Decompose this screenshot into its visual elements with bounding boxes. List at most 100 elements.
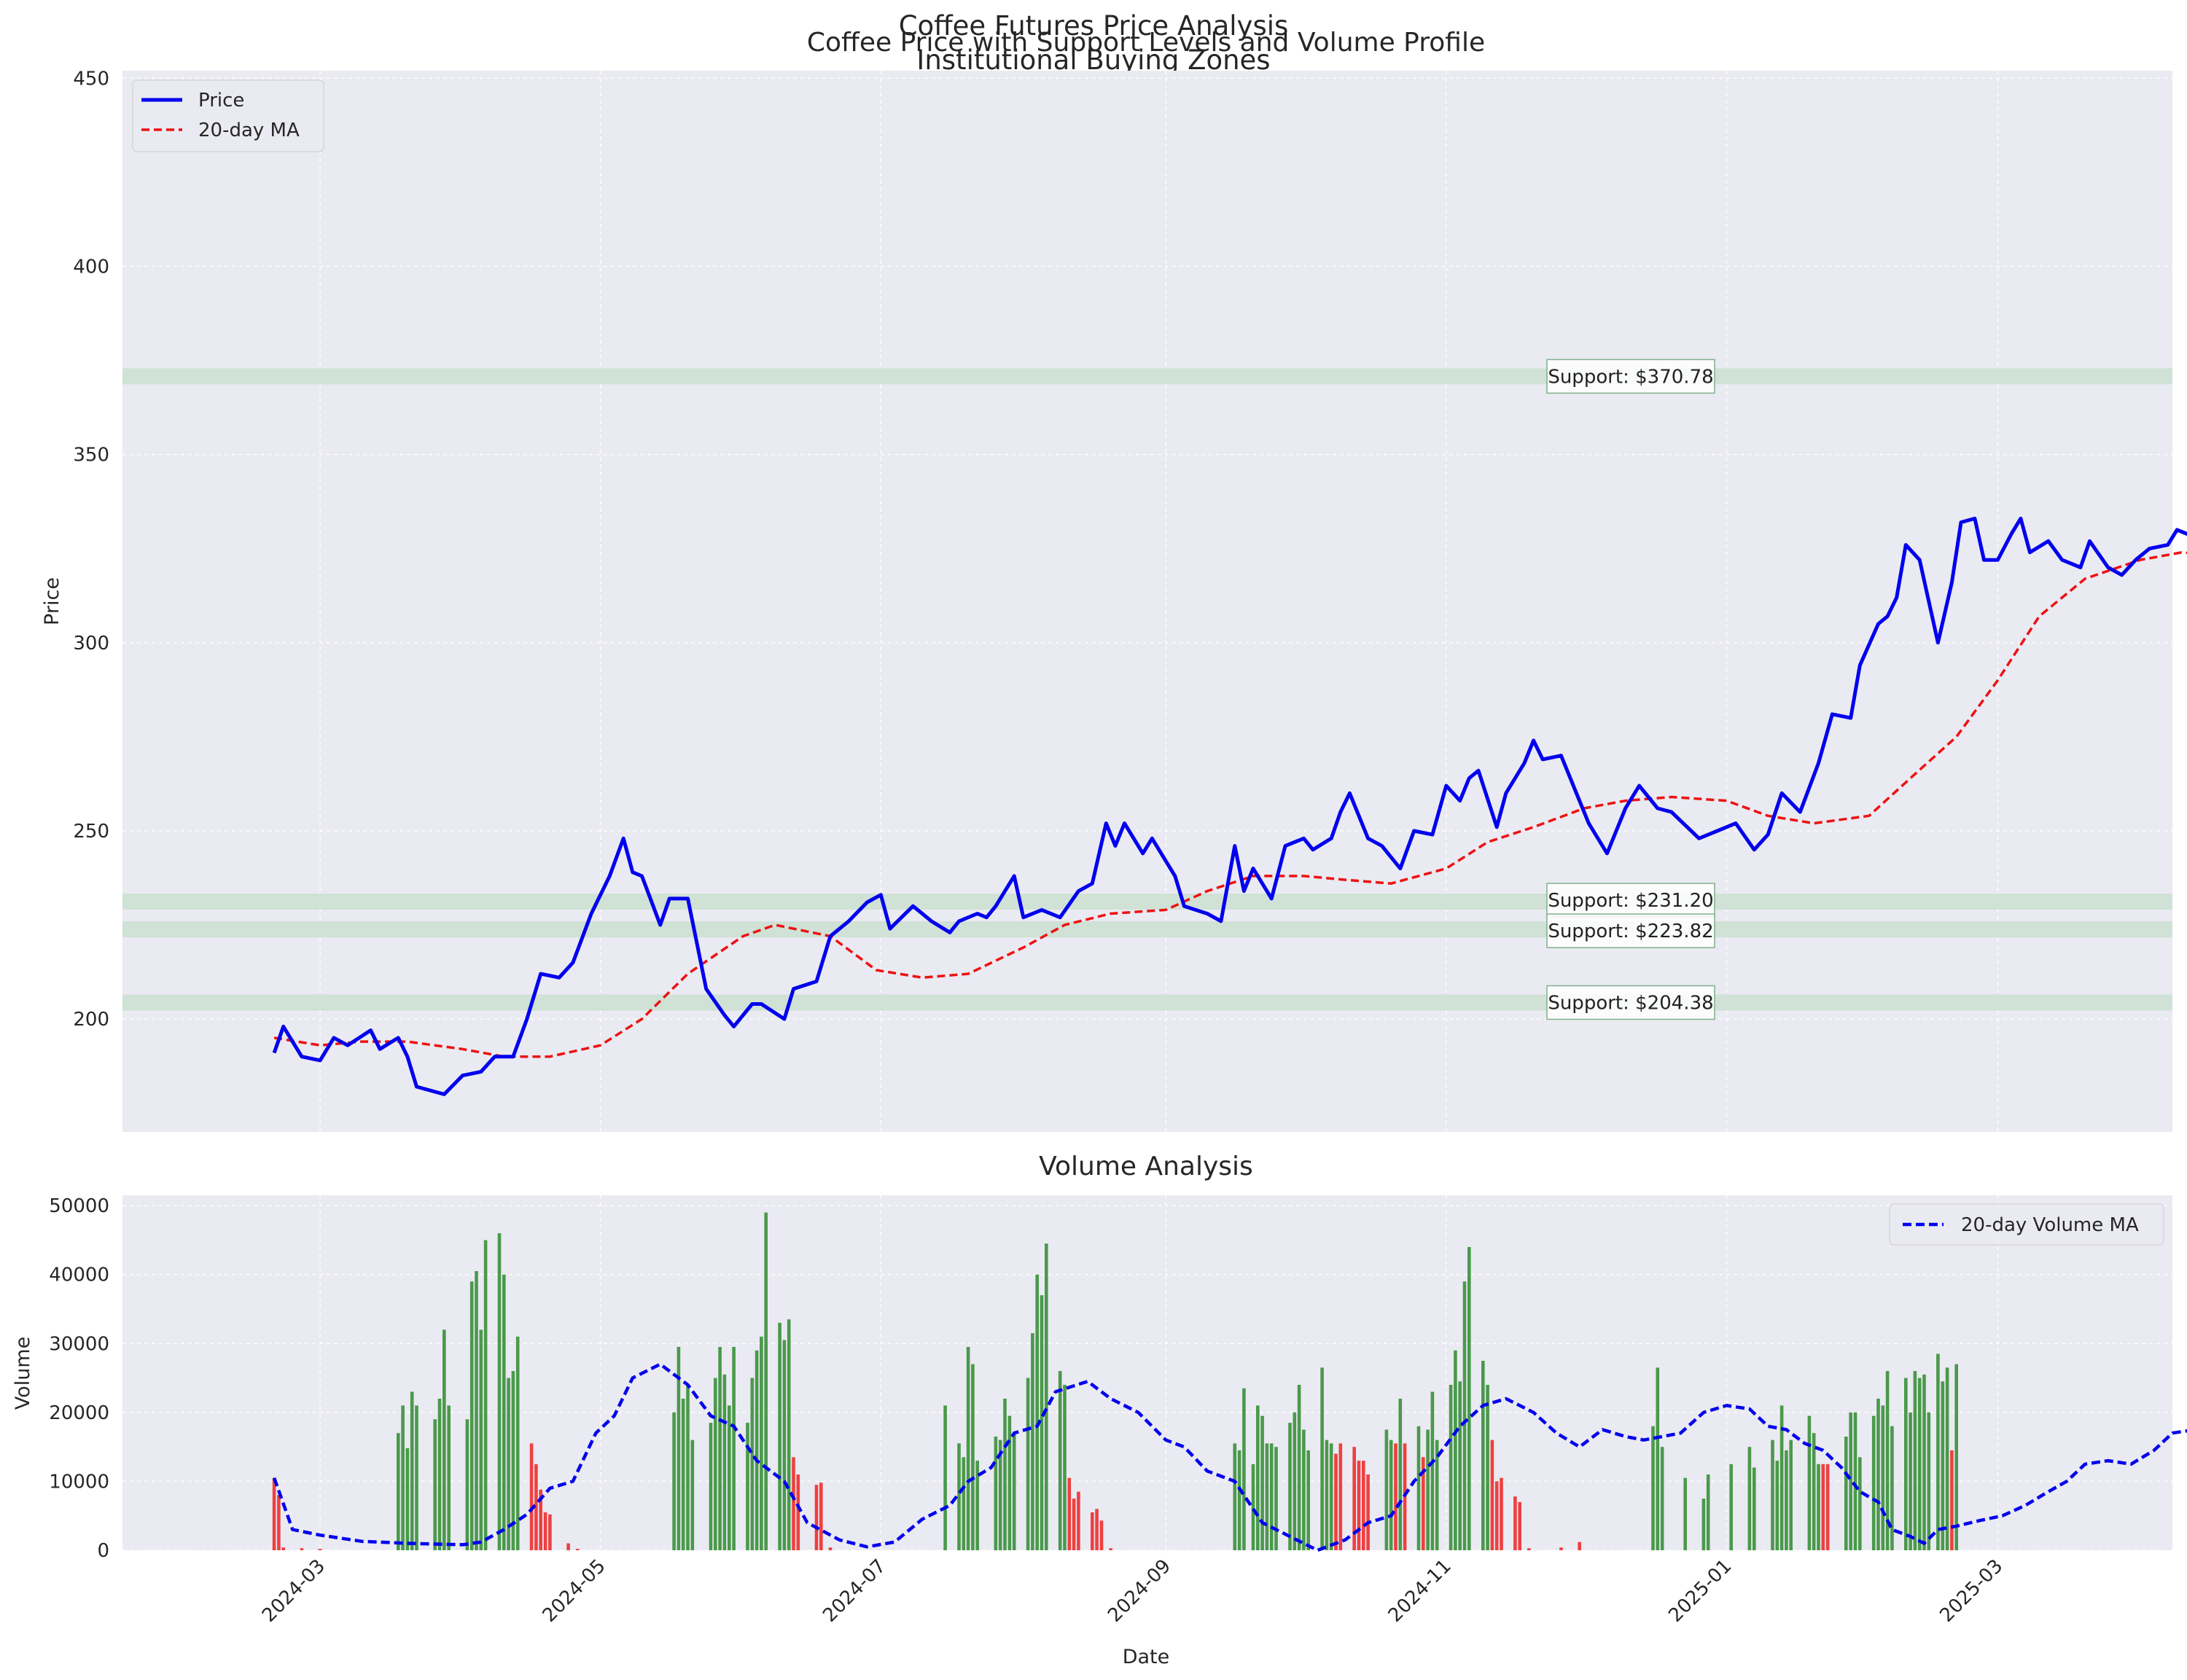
volume-bar <box>1706 1474 1710 1550</box>
volume-bar <box>534 1464 538 1550</box>
volume-bar <box>690 1439 695 1550</box>
volume-bar <box>814 1485 819 1550</box>
volume-bar <box>410 1391 414 1550</box>
volume-bar <box>1481 1361 1485 1550</box>
volume-bar <box>787 1319 791 1550</box>
volume-bar <box>401 1405 405 1550</box>
volume-bar <box>1035 1274 1039 1550</box>
volume-bar <box>1269 1443 1274 1550</box>
volume-bar <box>1462 1281 1467 1550</box>
price-grid <box>122 71 2172 1132</box>
volume-bar <box>1858 1457 1862 1550</box>
volume-bar <box>1003 1399 1007 1550</box>
price-line <box>272 516 2187 1096</box>
volume-bar <box>1329 1443 1333 1550</box>
volume-bar <box>1853 1412 1857 1550</box>
volume-bar <box>465 1419 469 1550</box>
volume-ma-line-group <box>272 1362 2187 1552</box>
volume-bar <box>1922 1374 1926 1550</box>
volume-bar <box>1890 1426 1894 1550</box>
volume-bar <box>1936 1353 1940 1550</box>
volume-y-ticks: 0 10000 20000 30000 40000 50000 <box>49 1195 109 1562</box>
price-y-tick-label: 300 <box>73 633 109 655</box>
volume-bar <box>1747 1447 1752 1550</box>
volume-bar <box>1237 1450 1241 1550</box>
volume-bar <box>1334 1453 1338 1550</box>
volume-bar <box>281 1547 285 1550</box>
volume-bar <box>792 1457 795 1550</box>
volume-legend: 20-day Volume MA <box>1889 1203 2164 1246</box>
volume-x-axis-label: Date <box>1123 1646 1170 1668</box>
volume-bar <box>515 1336 520 1550</box>
volume-chart-title: Volume Analysis <box>1039 1152 1253 1181</box>
volume-grid <box>122 1195 2172 1551</box>
volume-x-ticks: 2024-03 2024-05 2024-07 2024-09 2024-11 2025-… <box>258 1555 2007 1627</box>
support-annotations: Support: $370.78 Support: $231.20 Support:… <box>1546 359 1715 1020</box>
volume-bar <box>1775 1461 1779 1550</box>
volume-bar <box>1789 1439 1793 1550</box>
volume-bar <box>1352 1447 1356 1550</box>
volume-bar <box>782 1340 787 1550</box>
price-y-tick-label: 350 <box>73 445 109 466</box>
price-y-ticks: 200 250 300 350 400 450 <box>73 68 109 1031</box>
volume-bar <box>1072 1499 1076 1550</box>
volume-bar <box>1040 1295 1044 1550</box>
x-tick-label: 2024-11 <box>1384 1555 1456 1627</box>
volume-bar <box>1026 1378 1030 1550</box>
volume-bar <box>1817 1464 1820 1550</box>
volume-bar <box>529 1443 534 1550</box>
x-tick-label: 2024-07 <box>819 1555 890 1627</box>
volume-bar <box>1362 1461 1365 1550</box>
support-annotation-label: Support: $370.78 <box>1548 366 1713 388</box>
support-band <box>122 994 2172 1011</box>
volume-bar <box>1320 1367 1324 1550</box>
volume-bar <box>1251 1464 1255 1550</box>
volume-bar <box>1927 1412 1931 1550</box>
volume-bar <box>1467 1246 1471 1550</box>
volume-bar <box>1941 1381 1945 1550</box>
volume-bar <box>1660 1447 1664 1550</box>
volume-bar <box>1656 1367 1660 1550</box>
volume-bar <box>778 1322 781 1550</box>
volume-bar <box>1435 1439 1439 1550</box>
volume-bar <box>1578 1542 1581 1550</box>
volume-bar <box>437 1399 442 1550</box>
volume-bar <box>1844 1437 1848 1550</box>
volume-bar <box>566 1543 570 1550</box>
volume-bar <box>1871 1415 1876 1550</box>
volume-bar <box>755 1350 759 1550</box>
volume-bar <box>828 1547 833 1550</box>
volume-bar <box>469 1281 474 1550</box>
volume-bar <box>1812 1433 1816 1550</box>
volume-y-tick-label: 20000 <box>49 1402 109 1424</box>
volume-bar <box>1338 1443 1343 1550</box>
volume-bar <box>1288 1423 1292 1550</box>
price-y-tick-label: 400 <box>73 256 109 278</box>
volume-bar <box>543 1512 547 1550</box>
volume-bar <box>1486 1385 1489 1550</box>
volume-bar <box>1885 1371 1890 1550</box>
volume-bar <box>1031 1333 1034 1550</box>
legend-volume-ma-label: 20-day Volume MA <box>1961 1214 2139 1236</box>
figure-suptitle-line2: Institutional Buying Zones <box>916 44 1270 76</box>
volume-bar <box>1454 1350 1457 1550</box>
volume-y-axis-label: Volume <box>12 1337 34 1410</box>
ma-20-day-line <box>273 551 2187 1058</box>
volume-bar <box>681 1399 685 1550</box>
price-chart-title: Coffee Price with Support Levels and Vol… <box>807 28 1485 58</box>
volume-bar <box>318 1549 322 1550</box>
volume-bar <box>1260 1415 1264 1550</box>
price-axes-background <box>122 71 2172 1132</box>
volume-bar <box>1422 1457 1425 1550</box>
volume-bar <box>1426 1429 1430 1550</box>
volume-bar <box>1904 1378 1908 1550</box>
volume-bar <box>966 1347 970 1550</box>
volume-bar <box>686 1385 690 1550</box>
volume-bar <box>1297 1385 1301 1550</box>
volume-bar <box>1067 1477 1072 1550</box>
support-annotation-box <box>1546 985 1715 1020</box>
volume-bar <box>1242 1388 1246 1550</box>
volume-bar <box>1849 1412 1852 1550</box>
volume-bar <box>1651 1426 1655 1550</box>
volume-bar <box>760 1336 763 1550</box>
